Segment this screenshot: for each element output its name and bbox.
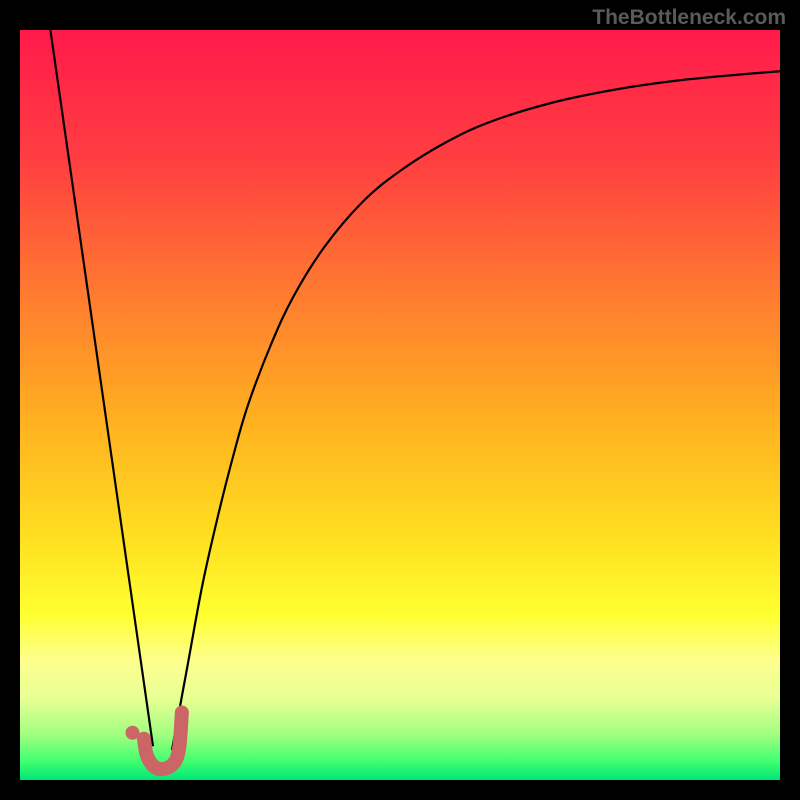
bottleneck-curve-left xyxy=(50,30,153,746)
curves-overlay xyxy=(20,30,780,780)
bottleneck-curve-right xyxy=(172,71,780,750)
watermark-text: TheBottleneck.com xyxy=(592,6,786,30)
optimal-marker-dot xyxy=(125,726,139,740)
plot-area xyxy=(20,30,780,780)
chart-container: TheBottleneck.com xyxy=(0,0,800,800)
